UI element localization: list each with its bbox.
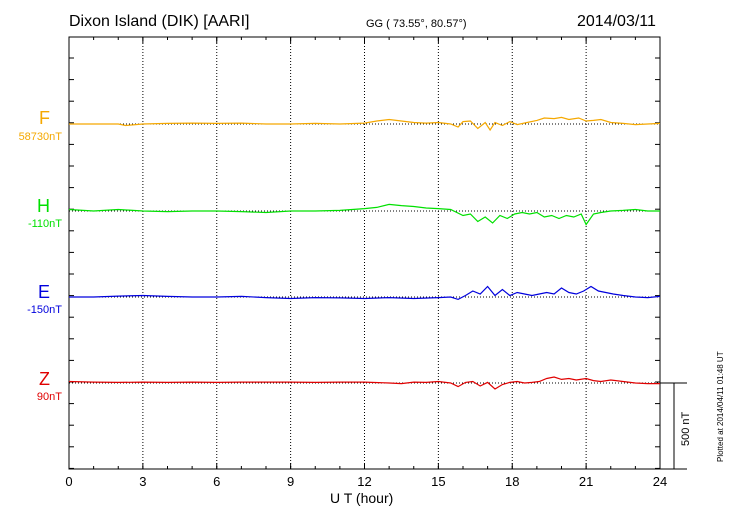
channel-baselines: [69, 123, 660, 384]
trace-e: [69, 285, 661, 301]
x-tick-label: 6: [213, 474, 221, 489]
trace-z: [68, 376, 660, 390]
scale-bar: [660, 382, 687, 470]
grid-lines: [142, 37, 587, 469]
x-tick-label: 3: [139, 474, 147, 489]
x-tick-label: 0: [65, 474, 73, 489]
x-tick-label: 18: [505, 474, 520, 489]
channel-e-label: E: [37, 282, 50, 302]
x-tick-label: 9: [287, 474, 295, 489]
scale-bar-label: 500 nT: [680, 411, 692, 446]
x-tick-label: 15: [431, 474, 446, 489]
channel-traces: [68, 116, 661, 390]
x-tick-label: 24: [652, 474, 668, 489]
channel-e-baseline: -150nT: [27, 304, 62, 316]
channel-f-label: F: [39, 108, 50, 128]
channel-z-label: Z: [39, 369, 50, 389]
x-tick-label: 12: [357, 474, 372, 489]
plotted-timestamp: Plotted at 2014/04/11 01:48 UT: [716, 351, 725, 462]
x-axis-title: U T (hour): [330, 490, 394, 506]
channel-f-baseline: 58730nT: [18, 131, 62, 143]
x-tick-label: 21: [578, 474, 594, 489]
date-label: 2014/03/11: [577, 13, 656, 30]
channel-h-label: H: [37, 196, 50, 216]
trace-f: [69, 116, 661, 132]
trace-h: [68, 203, 660, 226]
station-title: Dixon Island (DIK) [AARI]: [69, 13, 250, 30]
axis-ticks: [68, 37, 661, 469]
channel-h-baseline: -110nT: [27, 218, 62, 230]
channel-z-baseline: 90nT: [36, 391, 62, 403]
station-coordinates: GG ( 73.55°, 80.57°): [366, 18, 467, 30]
